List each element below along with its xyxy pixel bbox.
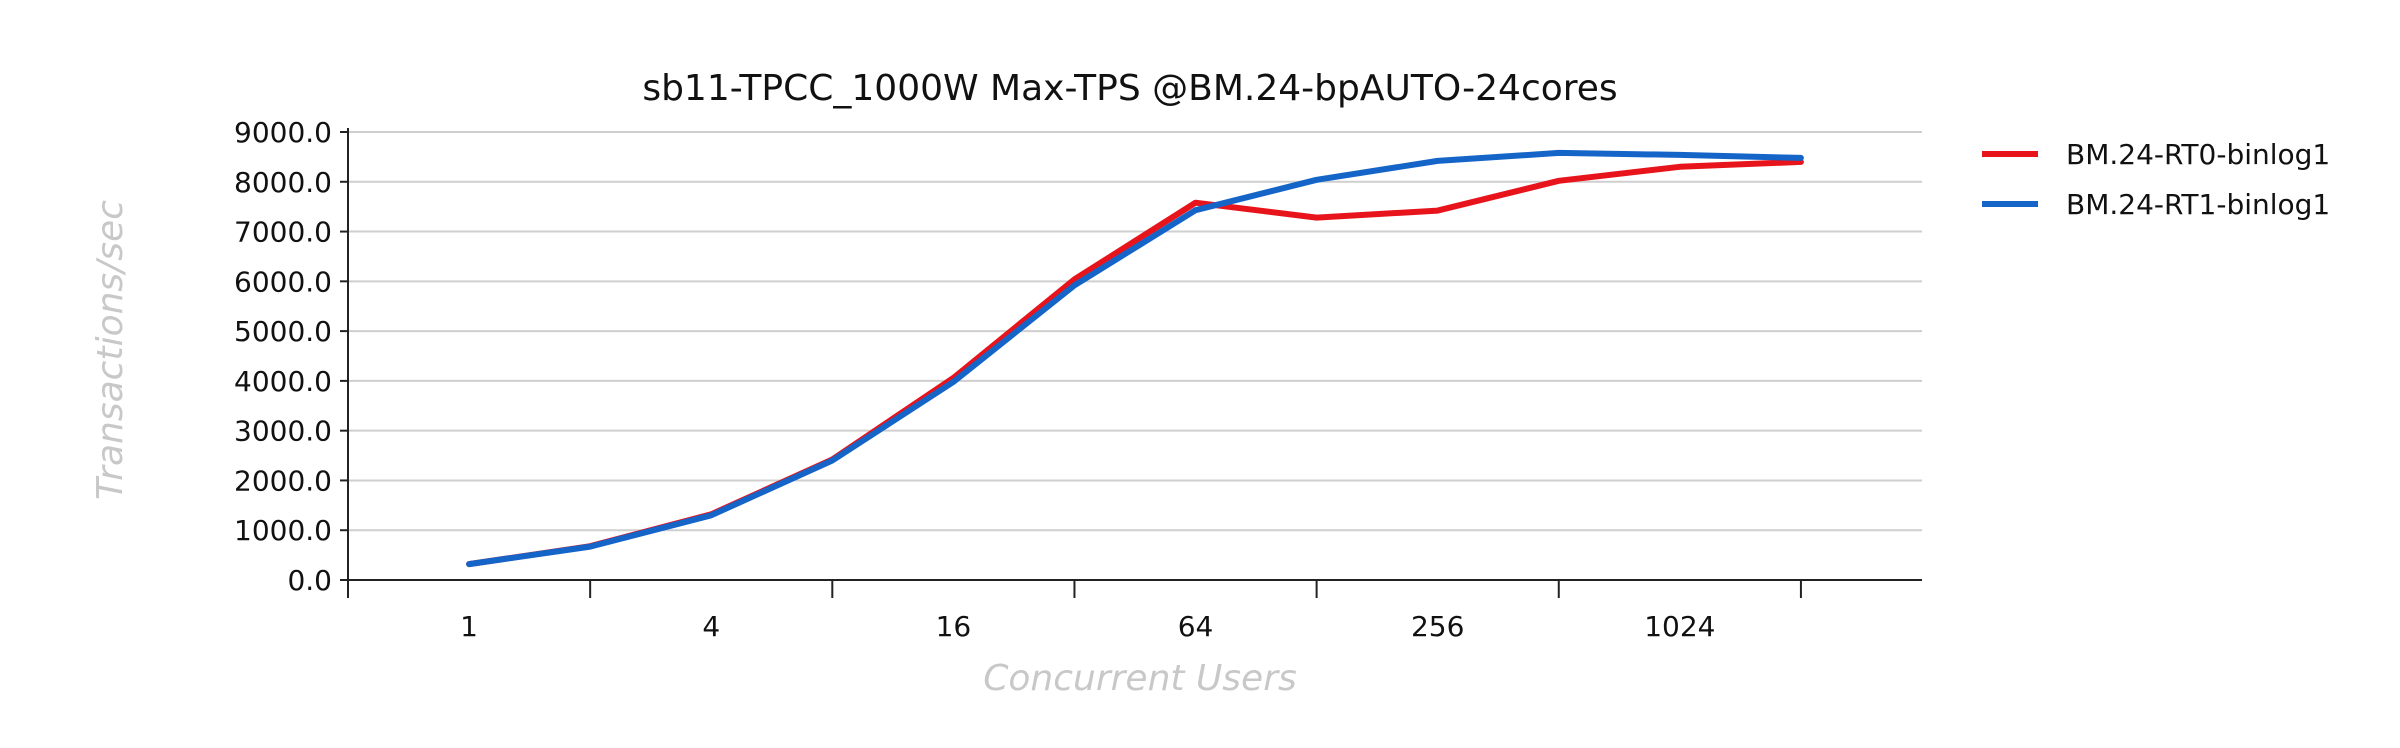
tick-labels: 0.0 1000.0 2000.0 3000.0 4000.0 5000.0 6000.0 7…: [234, 116, 1715, 643]
x-tick-label: 16: [936, 610, 972, 643]
x-tick-label: 1: [460, 610, 478, 643]
chart-title: sb11-TPCC_1000W Max-TPS @BM.24-bpAUTO-24…: [642, 68, 1617, 109]
x-tick-label: 1024: [1644, 610, 1715, 643]
axes: [340, 128, 1922, 598]
x-tick-label: 64: [1178, 610, 1214, 643]
x-axis-label: Concurrent Users: [983, 658, 1297, 699]
series-line-1: [466, 158, 1804, 568]
legend: BM.24-RT0-binlog1 BM.24-RT1-binlog1: [1982, 138, 2330, 221]
series-line-2: [466, 149, 1804, 568]
legend-label-2: BM.24-RT1-binlog1: [2066, 188, 2330, 221]
y-tick-label: 2000.0: [234, 464, 332, 497]
series-lines: [466, 149, 1804, 568]
y-tick-label: 4000.0: [234, 365, 332, 398]
y-tick-label: 0.0: [287, 564, 332, 597]
y-tick-label: 8000.0: [234, 166, 332, 199]
y-tick-label: 7000.0: [234, 216, 332, 249]
y-tick-label: 5000.0: [234, 315, 332, 348]
y-tick-label: 1000.0: [234, 514, 332, 547]
x-tick-label: 256: [1411, 610, 1464, 643]
y-tick-label: 6000.0: [234, 265, 332, 298]
grid-lines: [348, 131, 1922, 532]
x-tick-label: 4: [702, 610, 720, 643]
y-tick-label: 9000.0: [234, 116, 332, 149]
legend-label-1: BM.24-RT0-binlog1: [2066, 138, 2330, 171]
y-axis-label: Transactions/sec: [90, 200, 131, 500]
y-tick-label: 3000.0: [234, 415, 332, 448]
